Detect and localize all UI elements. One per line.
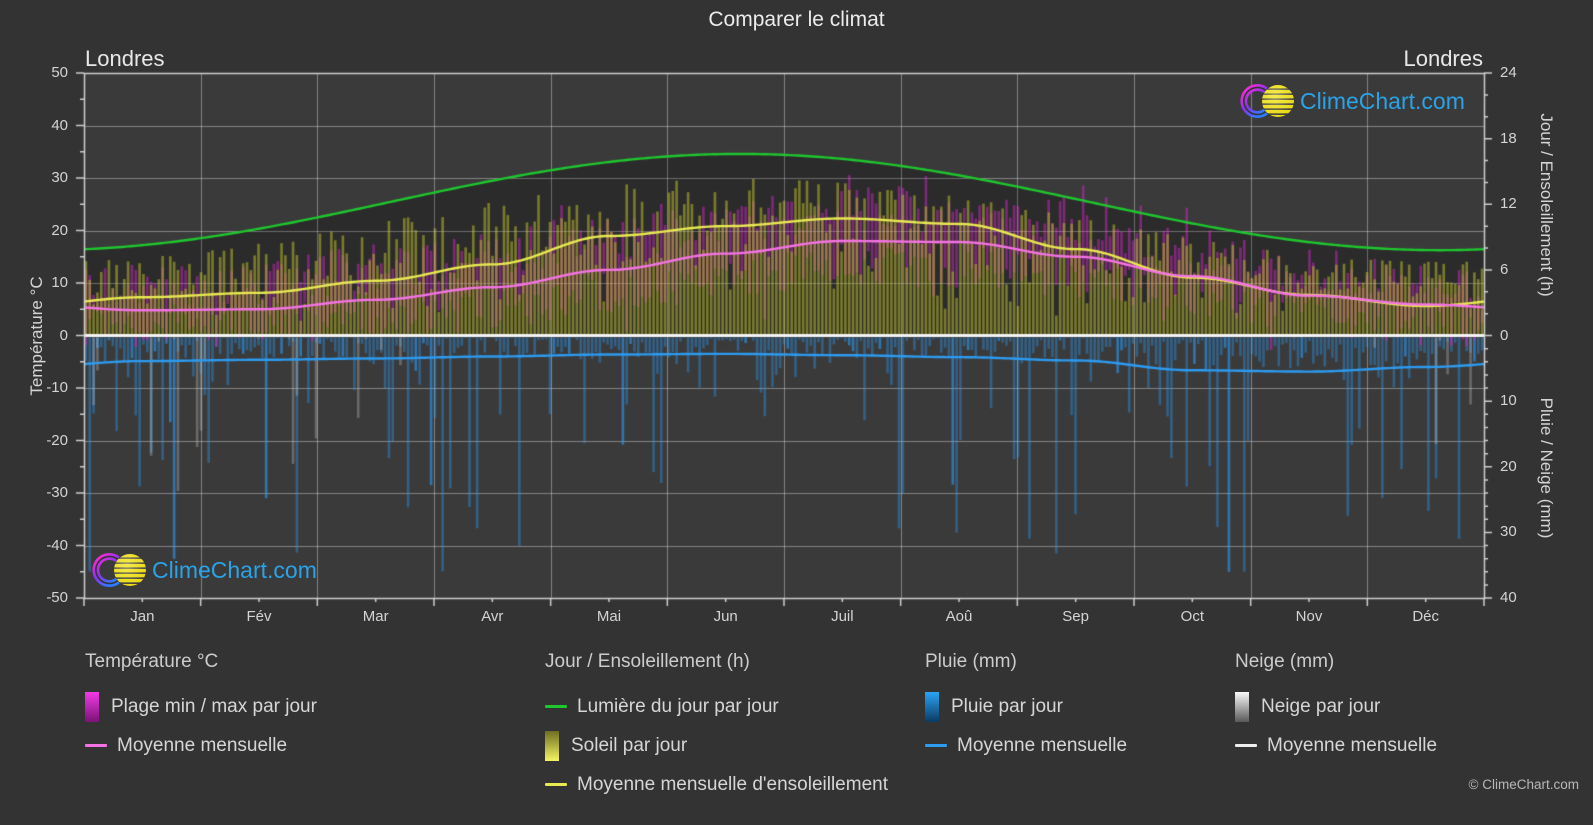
y-tick-daylight: 0 [1500,326,1509,344]
y-tick-daylight: 6 [1500,260,1509,278]
x-tick-month: Juil [831,608,854,625]
legend-item: Moyenne mensuelle d'ensoleillement [545,765,915,804]
x-tick-month: Jan [130,608,155,625]
legend-item-label: Moyenne mensuelle [1267,734,1438,756]
y-tick-precipitation: 40 [1500,589,1517,606]
y-tick-temperature: -10 [46,379,68,396]
legend-gradient-swatch [925,691,939,722]
y-tick-temperature: -50 [46,589,68,606]
legend-item-label: Lumière du jour par jour [577,695,779,717]
y-tick-temperature: 50 [51,64,68,81]
climechart-logo-text: ClimeChart.com [1300,88,1465,114]
x-tick-month: Oct [1180,608,1204,625]
legend-item-label: Neige par jour [1261,695,1381,717]
legend-item: Plage min / max par jour [85,687,455,726]
legend-item-label: Soleil par jour [571,734,688,756]
y-tick-temperature: -30 [46,484,68,501]
legend-group-title: Pluie (mm) [925,651,1017,672]
x-tick-month: Aoû [945,608,973,625]
climechart-logo-icon: ClimeChart.com [92,553,317,587]
legend-group: Température °C Plage min / max par jour Mo… [85,651,455,765]
climechart-logo-top-right[interactable]: ClimeChart.com [1236,80,1488,127]
legend-item: Neige par jour [1235,687,1593,726]
legend-item: Pluie par jour [925,687,1295,726]
legend-group: Pluie (mm) Pluie par jour Moyenne mensuell… [925,651,1295,765]
x-tick-month: Avr [481,608,504,625]
y-tick-temperature: -20 [46,431,68,449]
legend-item-label: Moyenne mensuelle [117,734,288,756]
y-tick-daylight: 24 [1500,64,1517,81]
climechart-logo-icon: ClimeChart.com [1240,84,1465,118]
chart-title: Comparer le climat [708,8,885,31]
legend-line-swatch [925,744,947,747]
x-tick-month: Mai [596,608,622,625]
y-tick-temperature: -40 [46,536,68,554]
legend-item: Moyenne mensuelle [925,726,1295,765]
y-tick-temperature: 10 [51,274,68,291]
legend-gradient-swatch [1235,691,1249,722]
y-tick-temperature: 30 [51,169,68,186]
legend-group: Jour / Ensoleillement (h) Lumière du jour… [545,651,915,804]
y-tick-daylight: 12 [1500,195,1517,213]
x-tick-month: Fév [246,608,272,625]
legend-line-swatch [545,705,567,708]
legend-group-title: Jour / Ensoleillement (h) [545,651,750,672]
panel-label-left: Londres [85,46,165,71]
x-tick-month: Déc [1412,608,1439,625]
legend-item: Lumière du jour par jour [545,687,915,726]
legend-line-swatch [545,783,567,786]
y-tick-precipitation: 20 [1500,457,1517,475]
y-tick-temperature: 20 [51,221,68,239]
legend-line-swatch [1235,744,1257,747]
legend-group-title: Température °C [85,651,219,672]
x-tick-month: Mar [362,608,389,625]
y-tick-temperature: 0 [59,326,68,344]
legend-item-label: Pluie par jour [951,695,1063,717]
legend-item: Moyenne mensuelle [85,726,455,765]
legend-item: Moyenne mensuelle [1235,726,1593,765]
y-tick-precipitation: 30 [1500,523,1517,541]
climechart-logo-text: ClimeChart.com [152,557,317,583]
y-tick-daylight: 18 [1500,129,1517,147]
panel-label-right: Londres [1403,46,1483,71]
climechart-logo-bottom-left[interactable]: ClimeChart.com [88,549,340,596]
legend-group: Neige (mm) Neige par jour Moyenne mensuell… [1235,651,1593,765]
legend-item-label: Moyenne mensuelle d'ensoleillement [577,773,888,795]
legend-item: Soleil par jour [545,726,915,765]
legend-group-title: Neige (mm) [1235,651,1335,672]
legend-gradient-swatch [85,691,99,722]
legend-line-swatch [85,744,107,747]
y-tick-precipitation: 10 [1500,392,1517,410]
x-tick-month: Jun [713,608,738,625]
x-tick-month: Sep [1062,608,1089,625]
legend-gradient-swatch [545,730,559,761]
copyright-text: © ClimeChart.com [1468,777,1579,792]
legend-item-label: Moyenne mensuelle [957,734,1128,756]
legend-item-label: Plage min / max par jour [111,695,317,717]
y-tick-temperature: 40 [51,116,68,134]
x-tick-month: Nov [1295,608,1323,625]
